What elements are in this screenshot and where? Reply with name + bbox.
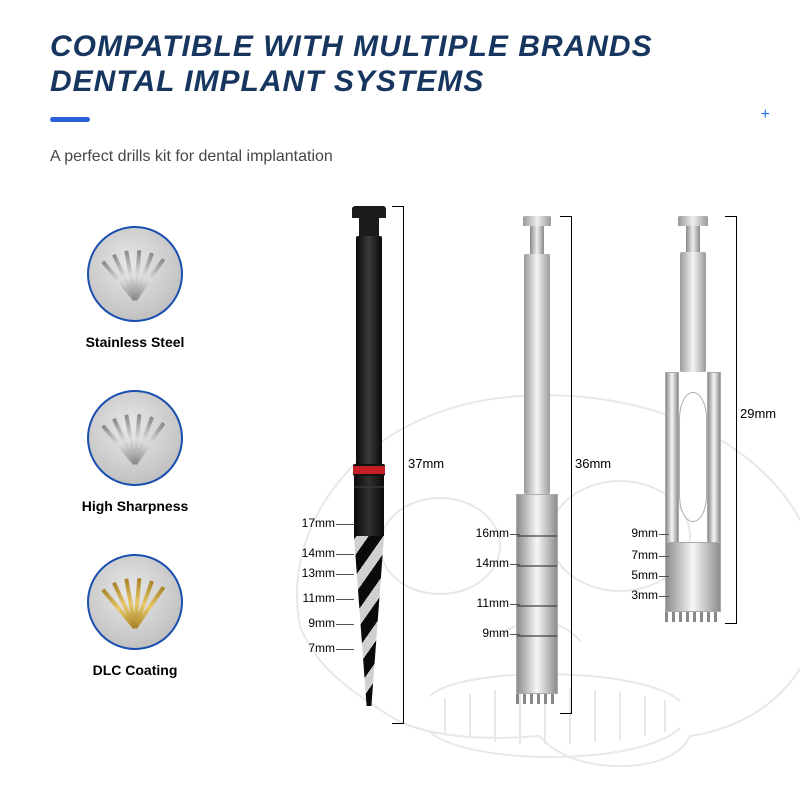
- depth-mark: 14mm: [280, 546, 335, 560]
- accent-underline: [50, 117, 90, 122]
- feature-circle-icon: [87, 390, 183, 486]
- page-title: COMPATIBLE WITH MULTIPLE BRANDS DENTAL I…: [50, 30, 750, 99]
- drill-body: [350, 206, 388, 726]
- depth-mark: 9mm: [454, 626, 509, 640]
- dimension-label: 29mm: [740, 406, 776, 421]
- drill-body: [515, 216, 559, 716]
- drills-diagram: 37mm 17mm 14mm 13mm 11mm 9mm 7mm: [250, 196, 790, 756]
- feature-sharpness: High Sharpness: [60, 390, 210, 514]
- dimension-label: 37mm: [408, 456, 444, 471]
- depth-mark: 7mm: [610, 548, 658, 562]
- depth-mark: 9mm: [280, 616, 335, 630]
- feature-stainless: Stainless Steel: [60, 226, 210, 350]
- header: COMPATIBLE WITH MULTIPLE BRANDS DENTAL I…: [0, 0, 800, 176]
- depth-mark: 11mm: [280, 591, 335, 605]
- drill-body: [665, 216, 721, 626]
- depth-mark: 3mm: [610, 588, 658, 602]
- plus-icon: +: [761, 106, 770, 124]
- dimension-bracket: [725, 216, 737, 624]
- depth-mark: 5mm: [610, 568, 658, 582]
- depth-mark: 16mm: [454, 526, 509, 540]
- feature-circle-icon: [87, 226, 183, 322]
- depth-mark: 7mm: [280, 641, 335, 655]
- content-area: Stainless Steel High Sharpness: [0, 196, 800, 756]
- dimension-bracket: [560, 216, 572, 714]
- dimension-label: 36mm: [575, 456, 611, 471]
- feature-label: DLC Coating: [60, 662, 210, 678]
- depth-mark: 17mm: [280, 516, 335, 530]
- dimension-bracket: [392, 206, 404, 724]
- feature-circle-icon: [87, 554, 183, 650]
- depth-mark: 14mm: [454, 556, 509, 570]
- feature-label: High Sharpness: [60, 498, 210, 514]
- feature-label: Stainless Steel: [60, 334, 210, 350]
- page-subtitle: A perfect drills kit for dental implanta…: [50, 148, 750, 166]
- depth-mark: 9mm: [610, 526, 658, 540]
- depth-mark: 11mm: [454, 596, 509, 610]
- depth-stop-ring: [353, 464, 385, 476]
- depth-mark: 13mm: [280, 566, 335, 580]
- trephine-window: [679, 392, 707, 522]
- feature-dlc: DLC Coating: [60, 554, 210, 678]
- features-column: Stainless Steel High Sharpness: [60, 226, 210, 718]
